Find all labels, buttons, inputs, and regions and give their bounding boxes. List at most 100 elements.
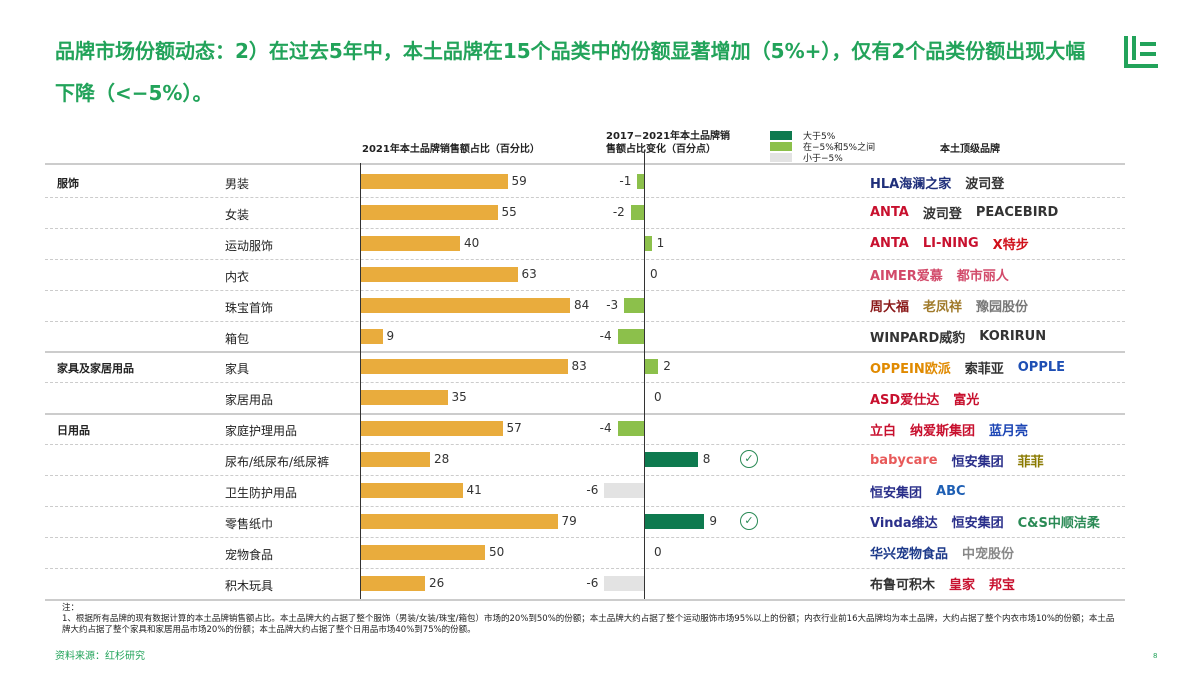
group-label: 日用品	[57, 424, 90, 438]
brand-logo: 富光	[953, 392, 980, 408]
share-value: 35	[451, 390, 467, 405]
share-bar	[360, 483, 463, 498]
brand-logo: 老凤祥	[923, 300, 963, 316]
brand-logo: HLA海澜之家	[870, 176, 952, 192]
row-divider	[45, 289, 1125, 291]
table-row: 尿布/纸尿布/纸尿裤 28 8 ✓ babycare 恒安集团 菲菲	[45, 444, 1125, 475]
change-value: 2	[663, 359, 671, 374]
change-value: -4	[599, 328, 612, 343]
brands-header: 本土顶级品牌	[940, 144, 1000, 155]
row-divider	[45, 258, 1125, 260]
brand-logo: 皇家	[949, 578, 976, 594]
share-value: 79	[561, 513, 577, 528]
change-bar	[624, 297, 644, 313]
brand-logo: C&S中顺洁柔	[1017, 516, 1100, 532]
brand-logo-icon	[1124, 36, 1158, 68]
change-bar	[630, 204, 644, 220]
brand-logo: LI-NING	[922, 236, 979, 252]
share-bar	[360, 544, 485, 560]
change-bar	[637, 174, 644, 189]
change-value: -4	[599, 421, 612, 436]
brand-logo: 蓝月亮	[989, 423, 1029, 439]
change-value: 8	[702, 452, 711, 467]
brand-logo: KORIRUN	[979, 329, 1047, 344]
table-row: 卫生防护用品 41 -6 恒安集团 ABC	[45, 475, 1125, 506]
share-value: 63	[521, 266, 537, 281]
share-axis	[360, 163, 361, 599]
category-label: 家居用品	[225, 393, 274, 408]
brand-logo: OPPLE	[1017, 359, 1066, 375]
share-value: 41	[466, 483, 482, 497]
brand-logo: 邦宝	[989, 578, 1016, 594]
row-divider	[45, 567, 1125, 569]
brand-logo: 华兴宠物食品	[870, 547, 949, 563]
brand-logo: PEACEBIRD	[975, 205, 1059, 221]
brand-logos: AIMER爱慕 都市丽人	[870, 264, 1130, 286]
legend-label: 小于−5%	[803, 154, 843, 164]
table-row: 日用品 家庭护理用品 57 -4 立白 纳爱斯集团 蓝月亮	[45, 413, 1125, 444]
share-value: 55	[501, 204, 517, 219]
table-row: 家具及家居用品 家具 83 2 OPPEIN欧派 索菲亚 OPPLE	[45, 351, 1125, 382]
brand-logos: ANTA 波司登 PEACEBIRD	[870, 202, 1130, 224]
share-value: 28	[434, 452, 450, 467]
brand-logo: 都市丽人	[956, 269, 1009, 285]
table-row: 零售纸巾 79 9 ✓ Vinda维达 恒安集团 C&S中顺洁柔	[45, 506, 1125, 537]
group-label: 家具及家居用品	[57, 362, 134, 376]
group-label: 服饰	[57, 177, 79, 190]
share-value: 50	[489, 544, 505, 559]
table-row: 女装 55 -2 ANTA 波司登 PEACEBIRD	[45, 197, 1125, 228]
brand-logo: Vinda维达	[870, 516, 938, 532]
change-value: 0	[650, 266, 658, 281]
change-value: 0	[654, 544, 662, 559]
change-bar	[604, 575, 644, 591]
category-label: 尿布/纸尿布/纸尿裤	[225, 455, 330, 470]
category-label: 零售纸巾	[225, 516, 274, 531]
category-label: 宠物食品	[225, 547, 274, 562]
change-value: 1	[656, 235, 665, 250]
brand-logo: 菲菲	[1017, 454, 1044, 470]
page-title: 品牌市场份额动态：2）在过去5年中，本土品牌在15个品类中的份额显著增加（5%+…	[55, 39, 1086, 105]
category-label: 家具	[225, 362, 250, 377]
brand-logo: ANTA	[870, 236, 909, 252]
category-label: 珠宝首饰	[225, 300, 274, 315]
change-value: 0	[654, 390, 662, 405]
footnote: 注： 1、根据所有品牌的现有数据计算的本土品牌销售额占比。本土品牌大约占据了整个…	[62, 603, 1122, 636]
share-value: 9	[386, 328, 395, 343]
row-divider	[45, 320, 1125, 322]
brand-logo: babycare	[870, 452, 938, 468]
brand-logo: 立白	[870, 423, 897, 439]
category-label: 男装	[225, 177, 250, 191]
change-value: -1	[619, 174, 632, 188]
brand-logos: OPPEIN欧派 索菲亚 OPPLE	[870, 356, 1130, 378]
change-header: 2017−2021年本土品牌销售额占比变化（百分点）	[606, 131, 731, 155]
category-label: 女装	[225, 207, 250, 222]
brand-logos: babycare 恒安集团 菲菲	[870, 449, 1130, 471]
share-value: 83	[571, 359, 587, 374]
brand-logo: ASD爱仕达	[870, 392, 940, 408]
change-value: -2	[612, 204, 625, 219]
share-bar	[360, 421, 503, 437]
change-bar	[645, 359, 659, 375]
note-label: 注：	[62, 603, 80, 613]
share-bar	[360, 235, 460, 251]
brand-logo: ANTA	[870, 205, 909, 221]
brand-logos: 布鲁可积木 皇家 邦宝	[870, 573, 1130, 595]
category-label: 卫生防护用品	[225, 486, 298, 500]
row-divider	[45, 227, 1125, 229]
legend-swatch	[770, 131, 792, 140]
brand-logo: 布鲁可积木	[870, 578, 936, 594]
brand-logo: 周大福	[870, 300, 910, 316]
brand-logo: 波司登	[965, 176, 1005, 192]
change-value: 9	[709, 513, 718, 528]
legend-swatch	[770, 153, 792, 162]
share-bar	[360, 390, 448, 406]
table-row: 内衣 63 0 AIMER爱慕 都市丽人	[45, 259, 1125, 290]
category-label: 箱包	[225, 331, 250, 346]
row-divider	[45, 351, 1125, 354]
share-bar	[360, 359, 568, 375]
page-number: 8	[1153, 652, 1158, 660]
bottom-divider	[45, 598, 1125, 601]
share-bar	[360, 174, 508, 189]
brand-logo: 恒安集团	[870, 485, 923, 501]
